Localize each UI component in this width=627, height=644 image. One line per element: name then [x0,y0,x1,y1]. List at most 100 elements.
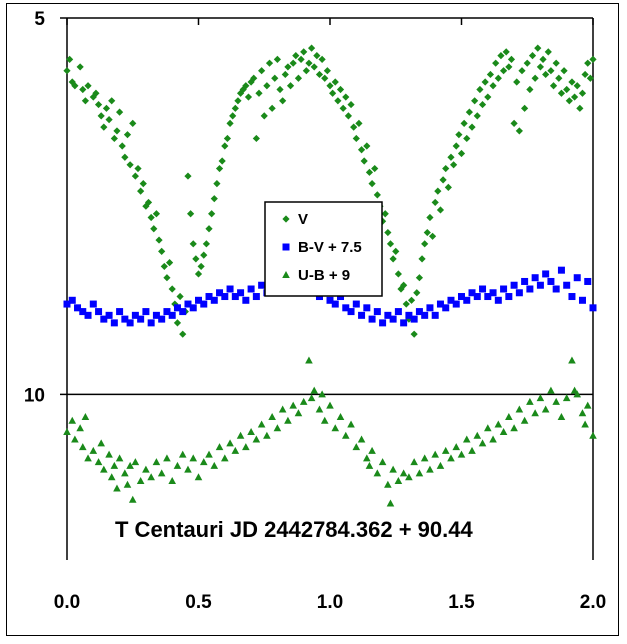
bv-point [494,296,502,304]
v-point [410,330,418,338]
v-point [281,70,289,79]
v-point [108,97,116,105]
v-point [505,63,513,71]
v-point [265,59,274,67]
v-point [79,85,87,94]
ub-point [441,446,450,454]
ub-point [97,439,105,447]
bv-point [394,308,402,316]
bv-point [210,296,218,304]
v-point [526,85,534,94]
v-point [442,164,450,173]
v-point [260,112,268,120]
v-point [394,270,402,278]
v-point [373,191,381,199]
v-point [389,255,397,263]
v-point [555,74,563,82]
v-point [457,149,466,158]
ub-point [531,409,539,417]
v-point [66,55,74,64]
v-point [187,210,195,218]
bv-point [363,304,371,312]
bv-point [331,300,339,308]
ub-point [526,397,534,405]
v-point [321,74,329,82]
bv-point [105,311,113,319]
v-point [536,63,544,71]
ub-point [152,458,161,466]
v-point [499,67,508,75]
bv-point [421,311,429,319]
bv-point [221,293,229,301]
v-point [465,108,473,116]
v-point [431,198,439,207]
ub-point [78,443,87,451]
bv-point [216,289,224,297]
v-point [452,142,460,150]
bv-point [358,311,366,319]
ub-point [236,431,245,439]
v-point [570,93,579,101]
ub-point [468,446,476,454]
ub-point [386,499,395,507]
v-point [134,164,142,173]
ub-point [136,476,145,484]
bv-point [147,319,155,327]
ub-point [94,458,103,466]
bv-point [63,300,71,308]
v-point [418,255,426,263]
v-point [92,89,100,97]
v-point [218,157,226,165]
bv-point [531,274,539,282]
ub-point [184,465,192,473]
bv-point [452,300,460,308]
ub-point [581,420,589,428]
ub-point [263,431,271,439]
ub-point [478,439,487,447]
bv-point [584,277,592,285]
v-point [547,67,555,75]
v-point [276,85,284,94]
bv-point [126,319,134,327]
bv-point [368,315,376,323]
ub-point [63,428,71,436]
ub-point [420,454,429,462]
ub-point [84,454,92,462]
ub-point [273,424,282,432]
bv-point [237,289,245,297]
ub-point [68,416,77,424]
ub-point [473,431,482,439]
v-point [273,55,281,64]
bv-point [557,266,565,274]
ub-point [541,405,550,413]
ub-point [341,431,350,439]
v-point [552,59,560,67]
v-point [481,78,489,86]
v-point [423,228,431,237]
ub-point [336,412,345,420]
v-point [302,67,310,75]
v-point [339,104,347,112]
v-point [300,48,308,56]
v-point [436,206,445,214]
v-point [415,274,424,282]
v-point [360,157,368,165]
ub-point [415,469,424,477]
ub-point [294,409,303,417]
ub-point [168,476,176,484]
v-point [197,262,205,271]
bv-point [226,285,234,293]
v-point [210,195,218,203]
v-point [426,213,434,222]
bv-point [116,308,124,316]
v-point [342,93,350,101]
ub-point [373,469,382,477]
v-point [460,119,468,127]
ub-point [71,435,79,443]
bv-point [142,308,150,316]
ub-point [289,401,297,409]
legend-entry-bv-marker [282,243,290,251]
v-point [326,82,334,90]
ub-point [568,356,576,364]
